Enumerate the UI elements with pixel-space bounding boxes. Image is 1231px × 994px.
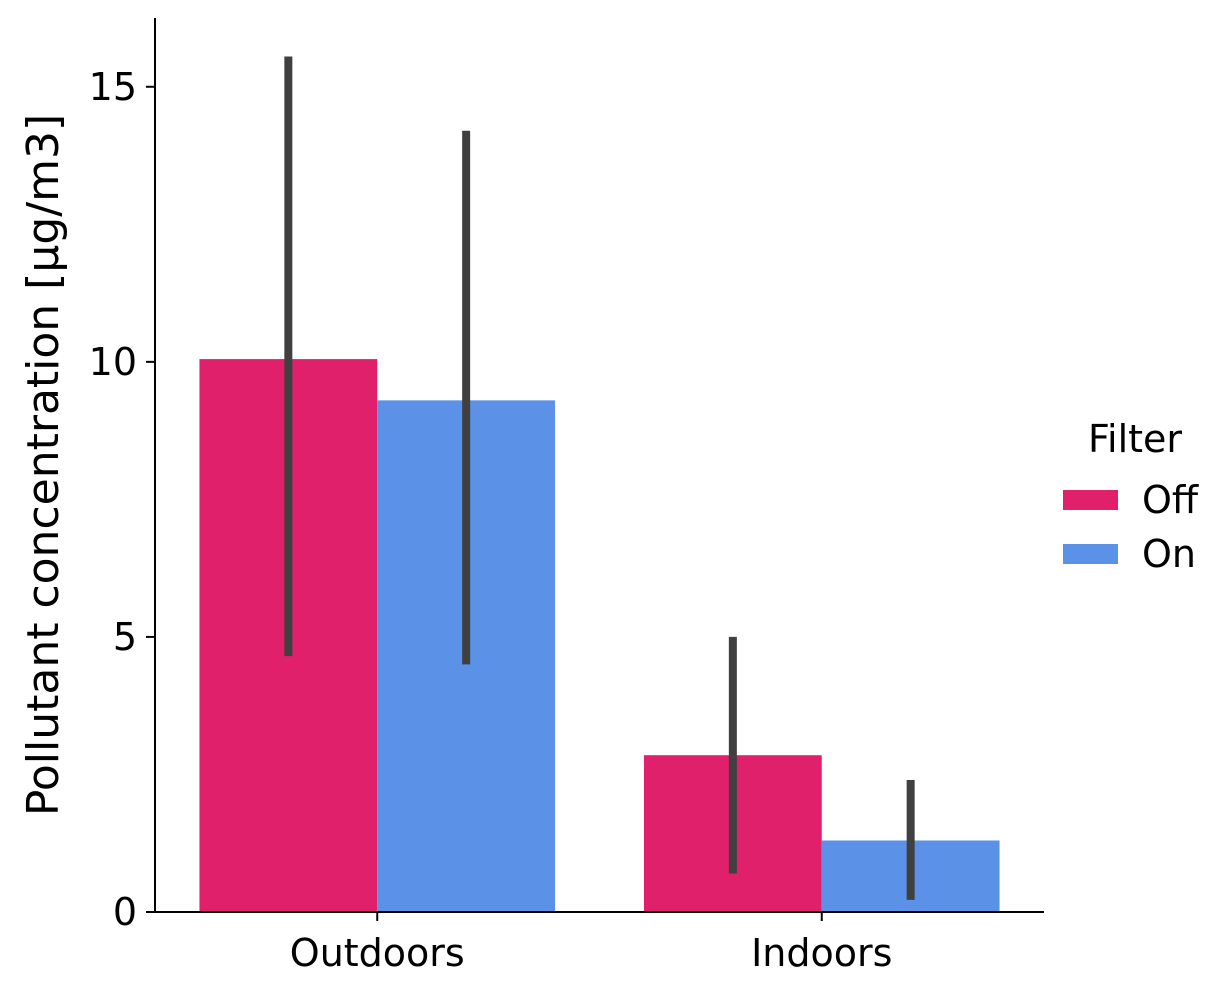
x-axis: Outdoors Indoors	[154, 911, 1044, 975]
x-tick-label: Indoors	[751, 931, 892, 975]
y-axis-title: Pollutant concentration [µg/m3]	[18, 114, 69, 816]
y-tick-label: 5	[113, 615, 137, 659]
y-axis: 0 5 10 15	[89, 18, 156, 934]
plot-area	[199, 56, 1000, 912]
legend-label-off: Off	[1142, 478, 1199, 522]
legend-swatch-on	[1063, 544, 1118, 564]
y-tick-label: 10	[89, 340, 137, 384]
y-tick-label: 0	[113, 890, 137, 934]
legend-swatch-off	[1063, 490, 1118, 510]
x-tick-label: Outdoors	[290, 931, 465, 975]
y-tick-label: 15	[89, 65, 137, 109]
legend: Filter Off On	[1063, 417, 1199, 576]
legend-title: Filter	[1088, 417, 1182, 461]
legend-label-on: On	[1142, 532, 1196, 576]
